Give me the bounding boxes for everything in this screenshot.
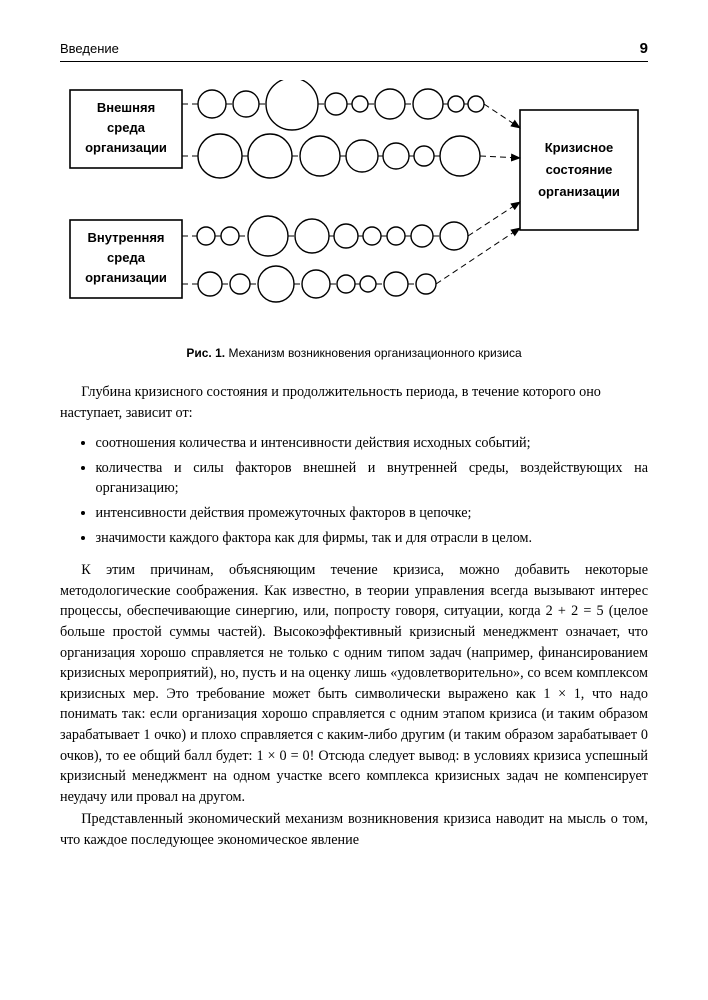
list-item: интенсивности действия промежуточных фак…	[96, 503, 649, 524]
svg-text:Кризисное: Кризисное	[545, 140, 614, 155]
intro-paragraph: Глубина кризисного состояния и продолжит…	[60, 382, 648, 423]
page: Введение 9 Кризисное состояние организации…	[0, 0, 708, 1000]
figure-caption: Рис. 1. Механизм возникновения организац…	[60, 346, 648, 360]
svg-text:организации: организации	[538, 184, 620, 199]
body-paragraph-1: К этим причинам, объясняющим течение кри…	[60, 560, 648, 807]
body-paragraph-2: Представленный экономический механизм во…	[60, 809, 648, 850]
svg-text:организации: организации	[85, 140, 167, 155]
caption-label: Рис. 1.	[186, 346, 225, 360]
svg-text:Внутренняя: Внутренняя	[87, 230, 164, 245]
svg-text:организации: организации	[85, 270, 167, 285]
svg-text:Внешняя: Внешняя	[97, 100, 155, 115]
page-number: 9	[640, 40, 648, 57]
list-item: соотношения количества и интенсивности д…	[96, 433, 649, 454]
page-header: Введение 9	[60, 40, 648, 62]
list-item: количества и силы факторов внешней и вну…	[96, 458, 649, 499]
svg-text:состояние: состояние	[546, 162, 613, 177]
list-item: значимости каждого фактора как для фирмы…	[96, 528, 649, 549]
section-title: Введение	[60, 41, 119, 56]
bullet-list: соотношения количества и интенсивности д…	[60, 433, 648, 548]
figure-1: Кризисное состояние организации Внешняя сред…	[60, 80, 648, 340]
svg-text:среда: среда	[107, 250, 146, 265]
svg-text:среда: среда	[107, 120, 146, 135]
figure-svg: Кризисное состояние организации Внешняя сред…	[60, 80, 648, 340]
caption-text: Механизм возникновения организационного …	[225, 346, 522, 360]
